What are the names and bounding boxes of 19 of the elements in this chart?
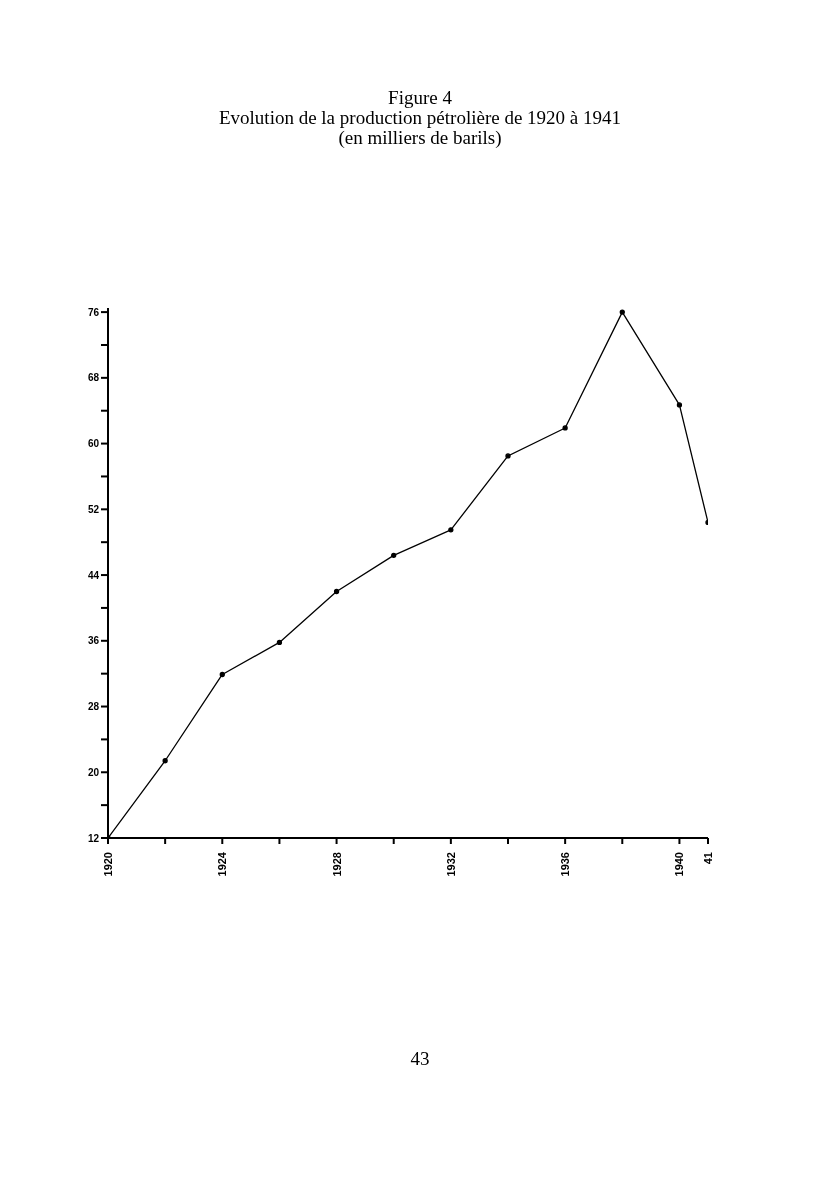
y-tick-label: 52: [87, 503, 100, 515]
x-tick-label: 1932: [444, 852, 457, 877]
y-tick-label: 28: [87, 701, 100, 713]
x-tick-label: 1920: [102, 852, 114, 877]
x-tick-label: 1928: [330, 852, 343, 877]
x-tick-label: 1940: [673, 852, 686, 877]
y-tick-label: 60: [87, 438, 100, 450]
chart-subtitle: Evolution de la production pétrolière de 1920 à 1941 (en milliers de barils): [217, 107, 623, 148]
y-tick-label: 20: [87, 766, 100, 778]
y-tick-label: 36: [87, 635, 100, 647]
y-tick-label: 76: [87, 306, 100, 318]
chart-title: Figure 4: [387, 87, 453, 108]
y-tick-label: 68: [87, 372, 100, 384]
text: 43: [409, 1048, 431, 1070]
x-tick-label: 41: [702, 852, 714, 865]
y-tick-label: 44: [87, 569, 100, 581]
x-tick-label: 1924: [216, 851, 229, 877]
x-tick-label: 1936: [559, 852, 572, 877]
y-tick-label: 12: [87, 832, 100, 844]
